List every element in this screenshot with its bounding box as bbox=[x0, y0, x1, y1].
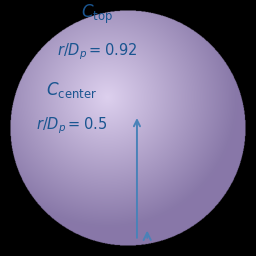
Text: $r/D_p=0.5$: $r/D_p=0.5$ bbox=[36, 115, 107, 136]
Text: $C_{\mathrm{top}}$: $C_{\mathrm{top}}$ bbox=[81, 2, 113, 26]
Text: $r/D_p=0.92$: $r/D_p=0.92$ bbox=[57, 41, 137, 61]
Text: $C_{\mathrm{center}}$: $C_{\mathrm{center}}$ bbox=[46, 80, 97, 100]
